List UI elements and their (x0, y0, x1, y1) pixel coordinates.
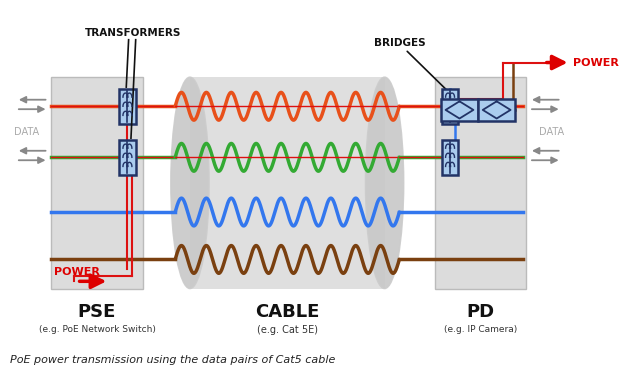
Text: PSE: PSE (78, 303, 116, 321)
FancyBboxPatch shape (119, 89, 135, 123)
Text: BRIDGES: BRIDGES (374, 38, 425, 48)
FancyBboxPatch shape (441, 98, 478, 121)
FancyBboxPatch shape (190, 77, 384, 289)
Text: (e.g. Cat 5E): (e.g. Cat 5E) (257, 325, 318, 335)
FancyBboxPatch shape (442, 89, 458, 123)
Text: PoE power transmission using the data pairs of Cat5 cable: PoE power transmission using the data pa… (10, 355, 335, 365)
FancyBboxPatch shape (478, 98, 515, 121)
Ellipse shape (171, 77, 209, 289)
Text: (e.g. PoE Network Switch): (e.g. PoE Network Switch) (39, 325, 155, 334)
Text: PD: PD (466, 303, 495, 321)
Text: DATA: DATA (14, 127, 39, 137)
Text: DATA: DATA (539, 127, 564, 137)
Text: (e.g. IP Camera): (e.g. IP Camera) (444, 325, 517, 334)
FancyBboxPatch shape (119, 140, 135, 175)
Ellipse shape (366, 77, 404, 289)
Text: POWER: POWER (55, 267, 100, 277)
Text: POWER: POWER (573, 57, 619, 68)
FancyBboxPatch shape (442, 140, 458, 175)
Text: TRANSFORMERS: TRANSFORMERS (85, 28, 182, 38)
FancyBboxPatch shape (51, 77, 143, 289)
Text: CABLE: CABLE (255, 303, 320, 321)
FancyBboxPatch shape (435, 77, 526, 289)
